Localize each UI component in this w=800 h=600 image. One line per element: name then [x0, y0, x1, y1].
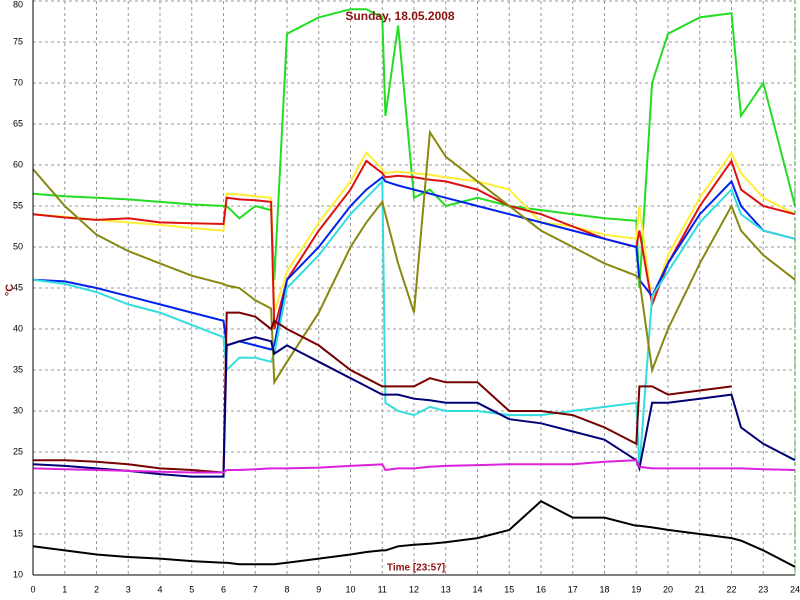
x-tick-label: 9: [316, 584, 321, 594]
x-tick-label: 10: [345, 584, 355, 594]
x-tick-label: 15: [504, 584, 514, 594]
series-line: [32, 8, 796, 289]
x-tick-label: 20: [663, 584, 673, 594]
series-line: [32, 459, 796, 474]
series-line: [32, 178, 796, 469]
x-tick-label: 19: [631, 584, 641, 594]
y-tick-label: 55: [13, 200, 23, 210]
y-tick-label: 75: [13, 36, 23, 46]
y-axis-label: °C: [4, 284, 16, 296]
x-tick-label: 18: [599, 584, 609, 594]
series-line: [32, 158, 796, 330]
x-tick-label: 17: [568, 584, 578, 594]
y-tick-label: 80: [13, 0, 23, 9]
x-tick-label: 8: [284, 584, 289, 594]
x-tick-label: 5: [189, 584, 194, 594]
x-tick-label: 6: [221, 584, 226, 594]
x-tick-label: 23: [758, 584, 768, 594]
y-tick-label: 30: [13, 405, 23, 415]
x-tick-label: 7: [253, 584, 258, 594]
x-tick-label: 2: [94, 584, 99, 594]
y-tick-label: 70: [13, 77, 23, 87]
series-line: [32, 336, 796, 478]
x-tick-label: 1: [62, 584, 67, 594]
y-tick-label: 65: [13, 118, 23, 128]
y-tick-label: 45: [13, 282, 23, 292]
x-tick-label: 13: [441, 584, 451, 594]
x-tick-label: 21: [695, 584, 705, 594]
lines: [32, 8, 796, 568]
x-tick-label: 12: [409, 584, 419, 594]
y-tick-label: 25: [13, 446, 23, 456]
grid: [32, 0, 796, 576]
y-tick-label: 60: [13, 159, 23, 169]
y-tick-label: 20: [13, 487, 23, 497]
y-tick-label: 35: [13, 364, 23, 374]
x-tick-label: 14: [472, 584, 482, 594]
x-tick-label: 3: [126, 584, 131, 594]
y-tick-label: 40: [13, 323, 23, 333]
y-tick-label: 50: [13, 241, 23, 251]
y-tick-label: 10: [13, 569, 23, 579]
x-tick-label: 4: [157, 584, 162, 594]
series-line: [32, 499, 796, 568]
x-tick-label: 11: [378, 584, 387, 594]
y-tick-label: 15: [13, 528, 23, 538]
x-tick-label: 22: [726, 584, 736, 594]
x-axis-label: Time [23:57]: [387, 563, 445, 574]
x-tick-label: 24: [790, 584, 800, 594]
chart-title: Sunday, 18.05.2008: [345, 9, 455, 23]
x-tick-label: 16: [536, 584, 546, 594]
series-line: [32, 129, 796, 386]
series-line: [33, 311, 732, 474]
x-tick-label: 0: [30, 584, 35, 594]
